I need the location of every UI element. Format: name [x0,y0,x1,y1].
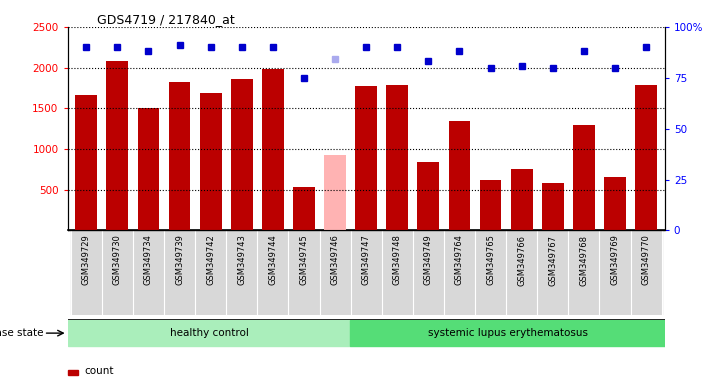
Bar [356,86,377,230]
Text: systemic lupus erythematosus: systemic lupus erythematosus [427,328,587,338]
Bar [169,82,191,230]
Text: disease state: disease state [0,328,43,338]
Bar [70,230,102,315]
Bar [417,162,439,230]
Bar [107,61,128,230]
Bar [75,95,97,230]
Bar [231,79,252,230]
Text: GSM349743: GSM349743 [237,235,246,285]
Bar [506,230,538,315]
Bar [262,69,284,230]
Bar [102,230,133,315]
Text: GSM349764: GSM349764 [455,235,464,285]
Bar [635,85,657,230]
Bar [475,230,506,315]
Bar [573,126,595,230]
Bar [133,230,164,315]
Bar [68,320,351,346]
Bar [542,183,564,230]
Bar [200,93,222,230]
Bar [444,230,475,315]
Text: GDS4719 / 217840_at: GDS4719 / 217840_at [97,13,235,26]
Bar [604,177,626,230]
Bar [568,230,599,315]
Text: GSM349742: GSM349742 [206,235,215,285]
Text: GSM349769: GSM349769 [611,235,619,285]
Text: GSM349729: GSM349729 [82,235,91,285]
Bar [599,230,631,315]
Text: GSM349767: GSM349767 [548,235,557,286]
Text: GSM349765: GSM349765 [486,235,495,285]
Bar [480,180,501,230]
Bar [68,370,78,375]
Text: GSM349745: GSM349745 [299,235,309,285]
Text: GSM349734: GSM349734 [144,235,153,285]
Bar [386,86,408,230]
Bar [293,187,315,230]
Text: GSM349748: GSM349748 [392,235,402,285]
Text: GSM349749: GSM349749 [424,235,433,285]
Bar [538,230,568,315]
Bar [226,230,257,315]
Bar [289,230,319,315]
Bar [324,155,346,230]
Text: GSM349770: GSM349770 [641,235,651,285]
Bar [510,169,533,230]
Bar [319,230,351,315]
Bar [164,230,195,315]
Bar [195,230,226,315]
Text: GSM349730: GSM349730 [113,235,122,285]
Text: GSM349766: GSM349766 [517,235,526,286]
Text: GSM349768: GSM349768 [579,235,589,286]
Bar [137,108,159,230]
Bar [382,230,413,315]
Bar [413,230,444,315]
Bar [351,230,382,315]
Text: healthy control: healthy control [169,328,248,338]
Text: GSM349739: GSM349739 [175,235,184,285]
Text: GSM349747: GSM349747 [362,235,370,285]
Bar [257,230,289,315]
Bar [351,320,665,346]
Bar [631,230,662,315]
Text: GSM349746: GSM349746 [331,235,340,285]
Text: count: count [85,366,114,376]
Bar [449,121,471,230]
Text: GSM349744: GSM349744 [268,235,277,285]
